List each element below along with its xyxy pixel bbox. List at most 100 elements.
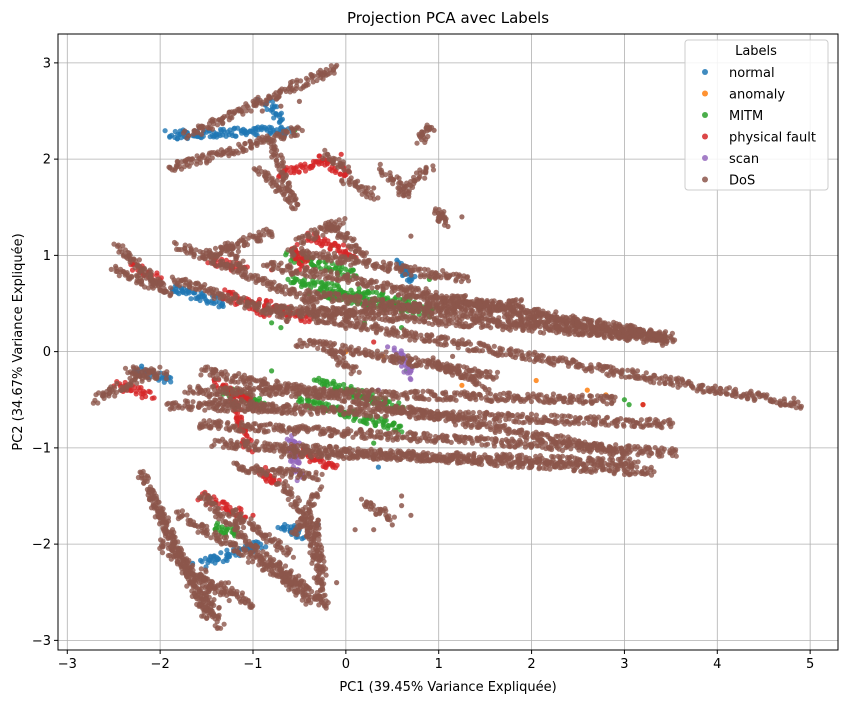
data-point <box>233 390 239 396</box>
data-point <box>90 400 96 406</box>
data-point <box>312 340 318 346</box>
data-point <box>371 310 377 316</box>
data-point <box>279 269 285 275</box>
data-point <box>384 310 390 316</box>
data-point <box>212 291 218 297</box>
data-point <box>373 289 379 295</box>
data-point <box>738 394 745 400</box>
data-point <box>277 89 283 95</box>
data-point <box>651 380 657 386</box>
data-point <box>306 290 313 296</box>
data-point <box>442 340 449 346</box>
data-point <box>294 343 300 350</box>
data-point <box>457 363 463 369</box>
data-point <box>374 284 380 290</box>
data-point <box>310 163 316 169</box>
data-point <box>227 127 233 133</box>
data-point <box>325 281 331 287</box>
data-point <box>279 287 285 293</box>
data-point <box>334 272 340 278</box>
data-point <box>781 396 787 402</box>
data-point <box>764 392 770 398</box>
data-point <box>220 301 226 307</box>
data-point <box>282 284 289 290</box>
data-point <box>317 400 323 406</box>
data-point <box>118 269 124 275</box>
data-point <box>370 354 376 360</box>
data-point <box>327 246 333 252</box>
data-point <box>135 262 141 269</box>
data-point <box>291 252 297 258</box>
data-point <box>458 278 464 285</box>
data-point <box>224 262 230 268</box>
data-point <box>409 267 415 274</box>
data-point <box>194 153 200 159</box>
data-point <box>157 286 163 292</box>
data-point <box>111 241 117 247</box>
data-point <box>317 459 323 465</box>
data-point <box>342 237 348 244</box>
data-point <box>401 332 408 338</box>
data-point <box>291 129 297 135</box>
data-point <box>340 242 347 248</box>
data-point <box>587 323 594 329</box>
data-point <box>335 243 342 249</box>
data-point <box>317 251 323 257</box>
data-point <box>533 314 539 320</box>
data-point <box>656 380 663 386</box>
data-point <box>259 134 265 140</box>
data-point <box>186 133 192 139</box>
data-point <box>469 322 475 328</box>
data-point <box>314 230 320 237</box>
data-point <box>293 86 299 92</box>
data-point <box>208 250 214 256</box>
data-point <box>267 286 273 292</box>
data-point <box>668 378 674 384</box>
data-point <box>260 280 266 287</box>
data-point <box>273 111 279 117</box>
data-point <box>680 379 686 385</box>
data-point <box>371 339 377 345</box>
data-point <box>298 240 304 246</box>
data-point <box>390 421 396 427</box>
data-point <box>240 234 247 241</box>
data-point <box>343 308 349 314</box>
data-point <box>224 557 230 564</box>
data-point <box>395 333 401 339</box>
data-point <box>379 351 385 357</box>
data-point <box>477 303 483 310</box>
data-point <box>293 165 299 171</box>
data-point <box>146 285 152 291</box>
data-point <box>390 299 396 305</box>
data-point <box>628 329 634 335</box>
data-point <box>175 277 181 283</box>
data-point <box>251 300 257 306</box>
data-point <box>244 242 251 248</box>
data-point <box>150 280 156 286</box>
data-point <box>567 331 573 337</box>
data-point <box>220 258 226 264</box>
data-point <box>489 317 495 323</box>
data-point <box>242 140 248 147</box>
data-point <box>157 364 163 370</box>
data-point <box>191 254 197 260</box>
data-point <box>379 325 385 331</box>
data-point <box>199 388 205 394</box>
data-point <box>164 371 170 378</box>
data-point <box>188 280 194 286</box>
data-point <box>248 108 254 114</box>
data-point <box>284 436 290 442</box>
data-point <box>337 382 343 388</box>
data-point <box>353 248 359 254</box>
data-point <box>576 332 582 338</box>
data-point <box>369 296 375 302</box>
data-point <box>150 285 156 291</box>
data-point <box>263 478 270 484</box>
data-point <box>302 280 308 286</box>
data-point <box>402 287 408 293</box>
data-point <box>260 227 267 233</box>
data-point <box>662 380 668 387</box>
data-point <box>698 383 705 389</box>
data-point <box>125 382 131 388</box>
data-point <box>365 258 371 264</box>
